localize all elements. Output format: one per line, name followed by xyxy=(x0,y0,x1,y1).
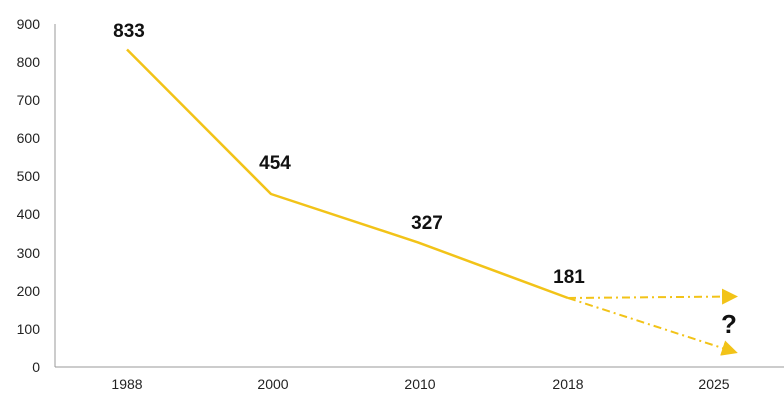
y-tick-label: 100 xyxy=(17,321,41,337)
y-tick-label: 300 xyxy=(17,245,41,261)
data-label: 181 xyxy=(553,267,585,288)
x-tick-label: 2025 xyxy=(698,376,729,392)
question-annotation: ? xyxy=(721,309,737,339)
data-label: 833 xyxy=(113,21,145,42)
x-tick-label: 2010 xyxy=(404,376,435,392)
y-tick-label: 800 xyxy=(17,54,41,70)
y-tick-label: 600 xyxy=(17,130,41,146)
data-label: 327 xyxy=(411,213,443,234)
y-tick-label: 700 xyxy=(17,92,41,108)
projection-line-flat xyxy=(567,288,738,305)
y-tick-label: 200 xyxy=(17,283,41,299)
x-tick-label: 2000 xyxy=(257,376,288,392)
x-tick-label: 2018 xyxy=(552,376,583,392)
series-line xyxy=(126,48,569,300)
projection-line-decline xyxy=(567,297,738,356)
y-tick-label: 0 xyxy=(32,359,40,375)
y-tick-label: 500 xyxy=(17,168,41,184)
data-label: 454 xyxy=(259,153,291,174)
y-tick-label: 400 xyxy=(17,206,41,222)
x-tick-label: 1988 xyxy=(111,376,142,392)
y-tick-label: 900 xyxy=(17,16,41,32)
